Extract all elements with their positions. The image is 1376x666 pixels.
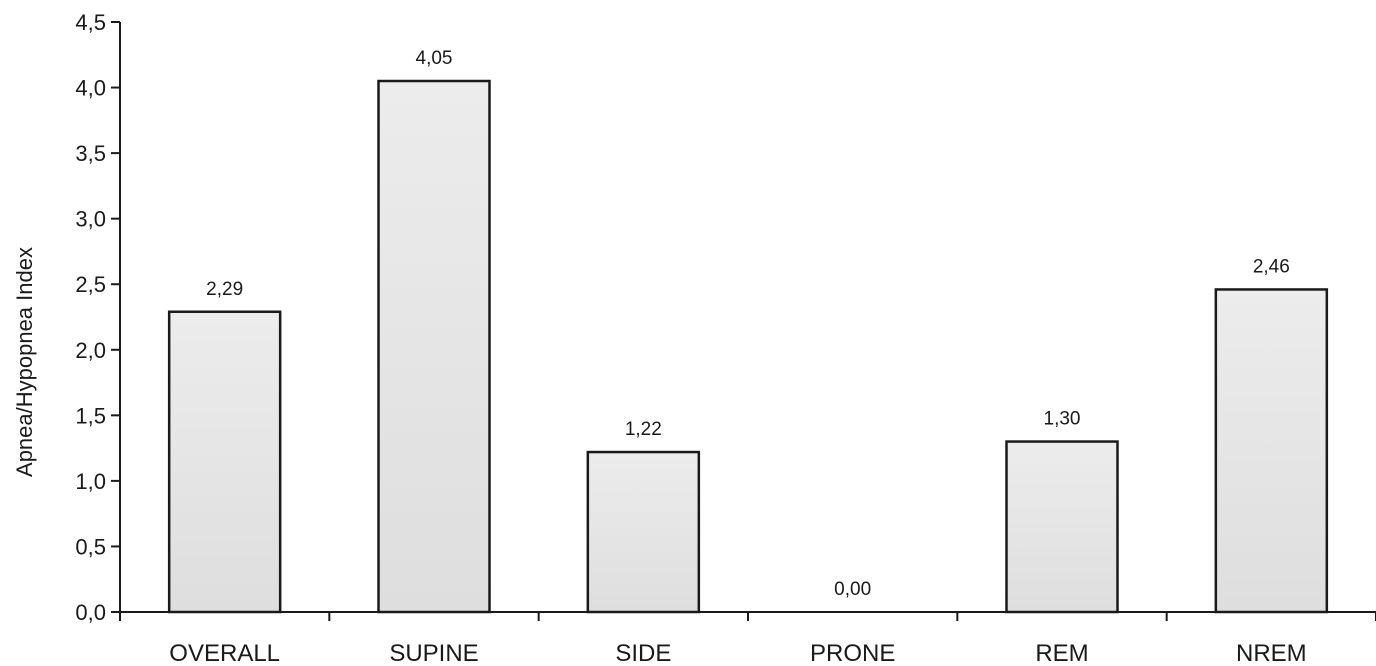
category-label-overall: OVERALL [169,640,280,666]
y-axis-title: Apnea/Hypopnea Index [12,247,37,477]
category-label-rem: REM [1035,640,1088,666]
y-tick-label: 1,0 [75,469,106,494]
bar-nrem [1214,288,1329,614]
y-axis-ticks: 0,0 0,5 1,0 1,5 2,0 2,5 3,0 3,5 4,0 4,5 [75,10,120,625]
bar-supine [377,79,491,614]
bar-overall [167,310,282,614]
y-tick-label: 2,5 [75,272,106,297]
category-labels-group: OVERALL SUPINE SIDE PRONE REM NREM [169,640,1306,666]
value-labels-group: 2,29 4,05 1,22 0,00 1,30 2,46 [206,48,1290,600]
y-tick-label: 1,5 [75,403,106,428]
category-label-side: SIDE [615,640,671,666]
y-tick-label: 0,0 [75,600,106,625]
bar-side [586,450,701,614]
x-axis-ticks [119,612,1376,621]
value-label-supine: 4,05 [416,48,453,69]
y-tick-label: 2,0 [75,338,106,363]
y-tick-label: 4,0 [75,76,106,101]
category-label-nrem: NREM [1236,640,1307,666]
value-label-rem: 1,30 [1044,409,1081,430]
value-label-prone: 0,00 [834,579,871,600]
y-tick-label: 4,5 [75,10,106,35]
value-label-nrem: 2,46 [1253,256,1290,277]
y-tick-label: 3,0 [75,207,106,232]
category-label-supine: SUPINE [389,640,478,666]
value-label-overall: 2,29 [206,279,243,300]
y-tick-label: 0,5 [75,534,106,559]
bar-rem [1005,440,1119,614]
category-label-prone: PRONE [810,640,895,666]
bars-group [167,79,1329,614]
value-label-side: 1,22 [625,419,662,440]
y-tick-label: 3,5 [75,141,106,166]
